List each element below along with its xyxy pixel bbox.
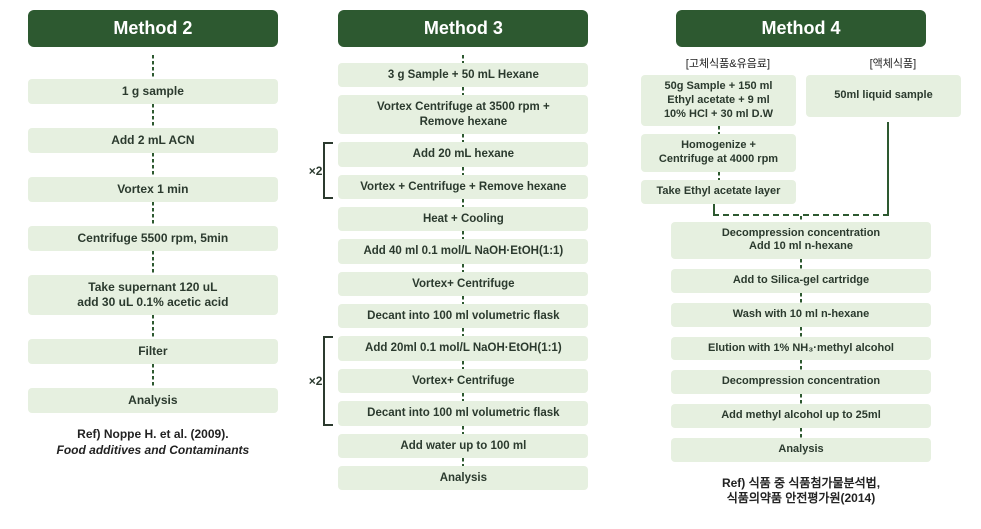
method-4-reference: Ref) 식품 중 식품첨가물분석법, 식품의약품 안전평가원(2014) bbox=[722, 476, 880, 507]
connector bbox=[152, 202, 154, 226]
connector bbox=[462, 167, 464, 175]
method-4-step: 50g Sample + 150 ml Ethyl acetate + 9 ml… bbox=[641, 75, 796, 126]
branch-right-label: [액체식품] bbox=[870, 55, 917, 71]
method-2-step: Take supernant 120 uL add 30 uL 0.1% ace… bbox=[28, 275, 278, 315]
method-4-step: Decompression concentration bbox=[671, 370, 931, 394]
connector bbox=[800, 394, 802, 404]
connector bbox=[462, 87, 464, 95]
connector bbox=[152, 251, 154, 275]
method-3-step: Vortex Centrifuge at 3500 rpm + Remove h… bbox=[338, 95, 588, 134]
method-4-step: Add methyl alcohol up to 25ml bbox=[671, 404, 931, 428]
connector bbox=[462, 231, 464, 239]
method-4-step: 50ml liquid sample bbox=[806, 75, 961, 117]
connector bbox=[152, 55, 154, 79]
connector bbox=[713, 204, 715, 214]
method-3-step: Add 20ml 0.1 mol/L NaOH·EtOH(1:1) bbox=[338, 336, 588, 360]
method-2-step: Vortex 1 min bbox=[28, 177, 278, 202]
method-3-step: Heat + Cooling bbox=[338, 207, 588, 231]
method-4-branch-labels: [고체식품&유음료] [액체식품] bbox=[636, 55, 966, 71]
method-3-repeat-1: ×2 Add 20 mL hexane Vortex + Centrifuge … bbox=[311, 142, 616, 199]
connector bbox=[718, 126, 720, 134]
branch-left-label: [고체식품&유음료] bbox=[686, 55, 770, 71]
connector bbox=[718, 172, 720, 180]
method-4-step: Add to Silica-gel cartridge bbox=[671, 269, 931, 293]
connector bbox=[462, 134, 464, 142]
method-3-step: Analysis bbox=[338, 466, 588, 490]
repeat-label: ×2 bbox=[309, 164, 323, 178]
connector bbox=[800, 293, 802, 303]
connector bbox=[462, 361, 464, 369]
bracket-icon bbox=[323, 142, 333, 199]
method-4-step: Take Ethyl acetate layer bbox=[641, 180, 796, 204]
method-4-column: Method 4 [고체식품&유음료] [액체식품] 50g Sample + … bbox=[636, 10, 966, 519]
method-4-step: Decompression concentration Add 10 ml n-… bbox=[671, 222, 931, 260]
method-2-header: Method 2 bbox=[28, 10, 278, 47]
method-3-step: Decant into 100 ml volumetric flask bbox=[338, 304, 588, 328]
method-4-branch-left: 50g Sample + 150 ml Ethyl acetate + 9 ml… bbox=[641, 75, 796, 204]
ref-line-2: Food additives and Contaminants bbox=[57, 443, 250, 457]
connector bbox=[713, 214, 889, 216]
method-4-split: 50g Sample + 150 ml Ethyl acetate + 9 ml… bbox=[636, 75, 966, 204]
connector bbox=[152, 364, 154, 388]
ref-line-2: 식품의약품 안전평가원(2014) bbox=[727, 491, 875, 505]
connector bbox=[800, 428, 802, 438]
merge-connector bbox=[636, 204, 966, 216]
method-2-step: 1 g sample bbox=[28, 79, 278, 104]
method-3-step: Decant into 100 ml volumetric flask bbox=[338, 401, 588, 425]
method-2-step: Add 2 mL ACN bbox=[28, 128, 278, 153]
method-4-step: Homogenize + Centrifuge at 4000 rpm bbox=[641, 134, 796, 172]
method-4-branch-right: 50ml liquid sample bbox=[806, 75, 961, 117]
method-3-column: Method 3 3 g Sample + 50 mL Hexane Vorte… bbox=[311, 10, 616, 519]
ref-line-1: Ref) 식품 중 식품첨가물분석법, bbox=[722, 476, 880, 490]
connector bbox=[152, 104, 154, 128]
connector bbox=[152, 153, 154, 177]
method-4-step: Wash with 10 ml n-hexane bbox=[671, 303, 931, 327]
connector bbox=[462, 199, 464, 207]
method-2-step: Filter bbox=[28, 339, 278, 364]
connector bbox=[462, 264, 464, 272]
method-3-header: Method 3 bbox=[338, 10, 588, 47]
connector bbox=[462, 458, 464, 466]
method-3-step: Add 40 ml 0.1 mol/L NaOH·EtOH(1:1) bbox=[338, 239, 588, 263]
connector bbox=[800, 259, 802, 269]
connector bbox=[462, 328, 464, 336]
method-2-column: Method 2 1 g sample Add 2 mL ACN Vortex … bbox=[15, 10, 291, 519]
method-3-step: Add water up to 100 ml bbox=[338, 434, 588, 458]
method-3-repeat-2: ×2 Add 20ml 0.1 mol/L NaOH·EtOH(1:1) Vor… bbox=[311, 336, 616, 425]
method-2-step: Centrifuge 5500 rpm, 5min bbox=[28, 226, 278, 251]
ref-line-1: Ref) Noppe H. et al. (2009). bbox=[77, 427, 228, 441]
connector bbox=[800, 216, 802, 222]
connector bbox=[800, 327, 802, 337]
method-3-step: Add 20 mL hexane bbox=[338, 142, 588, 166]
repeat-label: ×2 bbox=[309, 374, 323, 388]
bracket-icon bbox=[323, 336, 333, 425]
connector bbox=[462, 393, 464, 401]
method-3-step: Vortex+ Centrifuge bbox=[338, 272, 588, 296]
connector bbox=[800, 360, 802, 370]
method-2-reference: Ref) Noppe H. et al. (2009). Food additi… bbox=[57, 427, 250, 458]
connector bbox=[462, 55, 464, 63]
connector bbox=[152, 315, 154, 339]
method-4-step: Analysis bbox=[671, 438, 931, 462]
method-3-step: Vortex+ Centrifuge bbox=[338, 369, 588, 393]
method-3-step: Vortex + Centrifuge + Remove hexane bbox=[338, 175, 588, 199]
method-2-step: Analysis bbox=[28, 388, 278, 413]
connector bbox=[462, 296, 464, 304]
method-4-header: Method 4 bbox=[676, 10, 926, 47]
connector bbox=[462, 426, 464, 434]
method-3-step: 3 g Sample + 50 mL Hexane bbox=[338, 63, 588, 87]
method-4-step: Elution with 1% NH₃·methyl alcohol bbox=[671, 337, 931, 361]
connector bbox=[887, 122, 889, 214]
